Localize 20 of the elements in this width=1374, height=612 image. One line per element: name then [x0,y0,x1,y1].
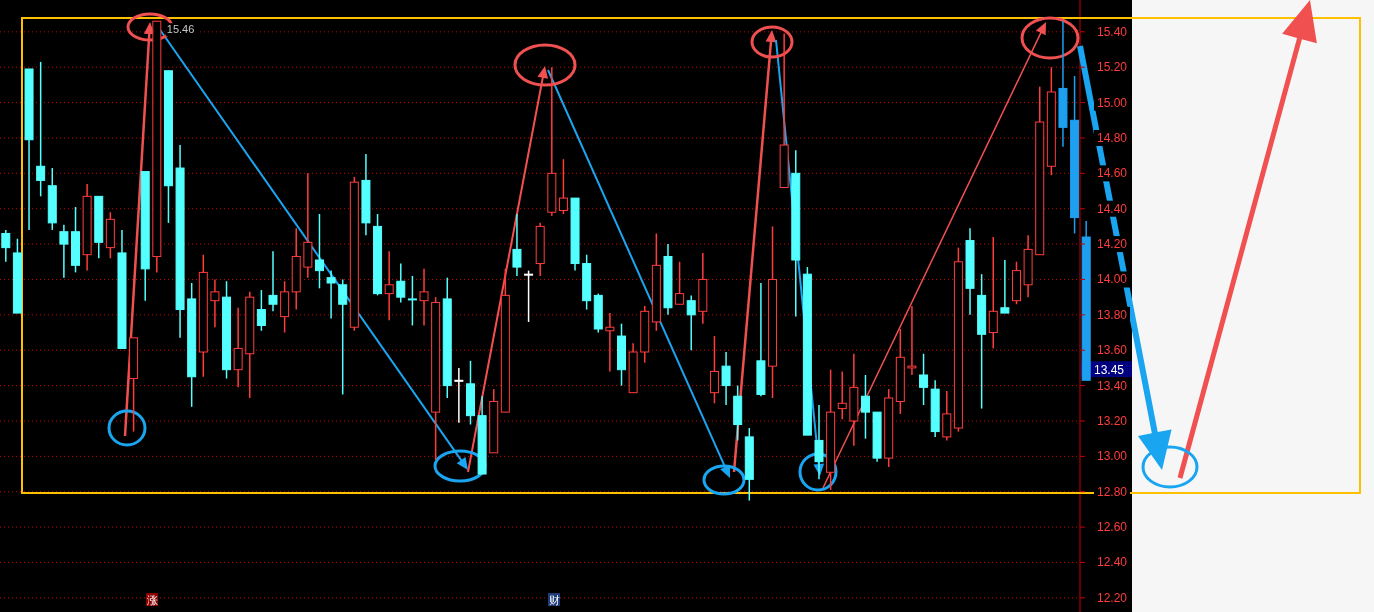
y-tick-label: 12.40 [1096,555,1128,570]
y-tick-label: 13.80 [1096,307,1128,322]
marker: 财 [548,593,560,606]
y-tick-label: 12.60 [1096,520,1128,535]
y-tick-label: 14.00 [1096,272,1128,287]
y-tick-label: 13.20 [1096,413,1128,428]
y-tick-label: 13.40 [1096,378,1128,393]
y-tick-label: 14.40 [1096,201,1128,216]
y-tick-label: 15.00 [1096,95,1128,110]
marker: 涨 [146,593,158,606]
y-tick-label: 13.00 [1096,449,1128,464]
y-tick-label: 12.20 [1096,590,1128,605]
y-tick-label: 14.20 [1096,237,1128,252]
y-tick-label: 15.40 [1096,24,1128,39]
y-tick-label: 15.20 [1096,60,1128,75]
y-tick-label: 14.60 [1096,166,1128,181]
y-tick-label: 14.80 [1096,130,1128,145]
annotation: 15.46 [166,23,195,36]
y-tick-label: 13.60 [1096,343,1128,358]
y-tick-label: 12.80 [1096,484,1128,499]
